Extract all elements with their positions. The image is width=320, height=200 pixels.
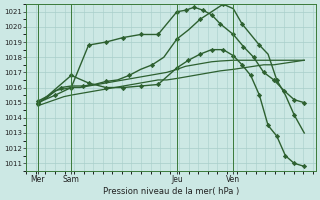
X-axis label: Pression niveau de la mer( hPa ): Pression niveau de la mer( hPa ) bbox=[103, 187, 239, 196]
